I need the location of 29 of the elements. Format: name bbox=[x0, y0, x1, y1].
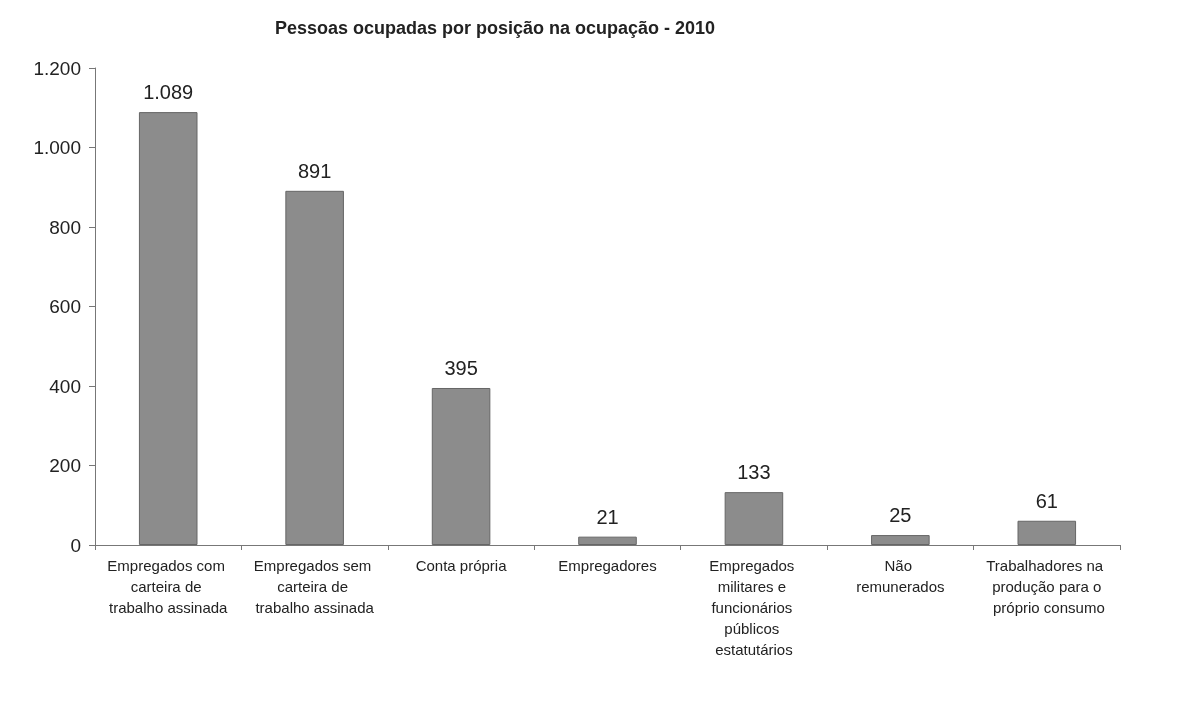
y-tick-label: 1.000 bbox=[33, 137, 81, 158]
bar bbox=[578, 536, 637, 545]
x-tick-label: Empregados sem carteira de trabalho assinada bbox=[253, 557, 376, 616]
bar bbox=[871, 535, 930, 545]
y-tick-label: 400 bbox=[49, 375, 81, 397]
bar bbox=[138, 112, 198, 545]
bar bbox=[724, 492, 784, 545]
y-tick-label: 600 bbox=[49, 296, 81, 317]
y-tick-label: 800 bbox=[49, 216, 81, 238]
bar bbox=[431, 387, 491, 545]
y-tick-label: 1.200 bbox=[33, 57, 81, 79]
x-tick-label: Não remunerados bbox=[856, 557, 945, 595]
data-label: 21 bbox=[596, 505, 619, 528]
x-tick-label: Conta própria bbox=[415, 557, 508, 574]
x-tick-label: Trabalhadores na produção para o próprio consumo bbox=[986, 557, 1108, 616]
data-label: 891 bbox=[297, 159, 332, 182]
data-label: 1.089 bbox=[143, 81, 194, 104]
y-tick-label: 200 bbox=[49, 455, 81, 476]
bar bbox=[1017, 520, 1077, 545]
x-tick-label: Empregadores bbox=[558, 557, 657, 574]
data-label: 133 bbox=[737, 461, 771, 484]
data-label: 61 bbox=[1035, 489, 1058, 512]
data-label: 395 bbox=[444, 356, 478, 379]
bar bbox=[285, 190, 344, 545]
x-tick-label: Empregados com carteira de trabalho assinada bbox=[107, 557, 230, 616]
x-tick-label: Empregados militares e funcionários públicos estatutários bbox=[709, 557, 799, 658]
data-label: 25 bbox=[889, 504, 912, 527]
y-tick-label: 0 bbox=[70, 534, 81, 556]
chart-title: Pessoas ocupadas por posição na ocupação - 2010 bbox=[274, 18, 716, 38]
